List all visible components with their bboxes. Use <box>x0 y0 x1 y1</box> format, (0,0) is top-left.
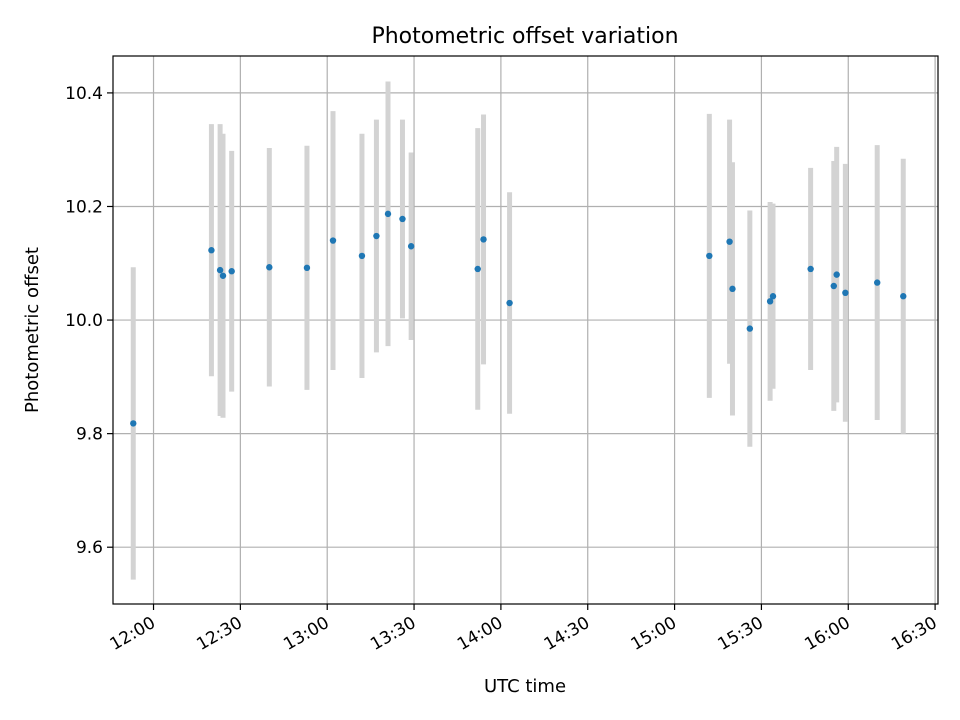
chart-title: Photometric offset variation <box>371 24 678 49</box>
y-axis-ticks: 9.6 9.8 10.0 10.2 10.4 <box>65 84 113 558</box>
data-point <box>769 293 777 300</box>
x-tick-label: 13:00 <box>280 613 332 655</box>
data-point <box>706 252 713 260</box>
x-tick-label: 16:30 <box>888 613 940 655</box>
data-point <box>833 271 840 278</box>
data-point <box>407 243 415 250</box>
data-point <box>130 420 137 427</box>
x-tick-label: 15:30 <box>714 613 766 655</box>
data-point <box>874 279 881 286</box>
data-point <box>358 252 366 260</box>
x-tick-label: 12:00 <box>107 613 159 655</box>
data-point <box>373 232 380 240</box>
data-point <box>228 268 235 275</box>
data-point <box>729 285 736 293</box>
data-point <box>807 265 814 273</box>
data-point <box>399 215 406 223</box>
x-axis-label: UTC time <box>484 676 566 697</box>
data-point <box>219 272 227 279</box>
x-tick-label: 16:00 <box>801 613 853 655</box>
data-point <box>208 247 215 254</box>
y-tick-label: 10.0 <box>65 311 103 331</box>
grid-lines <box>113 56 938 604</box>
data-point <box>506 299 513 307</box>
data-point <box>766 298 774 305</box>
data-point <box>480 236 487 243</box>
data-point <box>746 325 754 332</box>
x-tick-label: 14:00 <box>454 613 506 655</box>
x-tick-label: 13:30 <box>367 613 419 655</box>
y-tick-label: 9.8 <box>76 425 103 445</box>
data-point <box>842 289 849 297</box>
x-tick-label: 12:30 <box>193 613 245 655</box>
data-point <box>329 237 337 244</box>
data-point <box>384 210 392 218</box>
data-point <box>216 266 224 274</box>
errorbars <box>130 81 906 580</box>
data-point <box>726 238 733 245</box>
x-axis-ticks: 12:00 12:30 13:00 13:30 14:00 14:30 15:00 15:30… <box>107 604 941 655</box>
data-point <box>266 264 273 271</box>
data-point <box>830 282 837 290</box>
y-tick-label: 9.6 <box>76 538 103 558</box>
data-points <box>130 210 907 427</box>
y-axis-label: Photometric offset <box>22 247 43 413</box>
y-tick-label: 10.4 <box>65 84 103 104</box>
y-tick-label: 10.2 <box>65 197 103 217</box>
data-point <box>303 264 311 272</box>
x-tick-label: 14:30 <box>541 613 593 655</box>
data-point <box>900 293 907 300</box>
data-point <box>474 265 481 273</box>
plot-frame <box>112 55 939 605</box>
x-tick-label: 15:00 <box>628 613 680 655</box>
